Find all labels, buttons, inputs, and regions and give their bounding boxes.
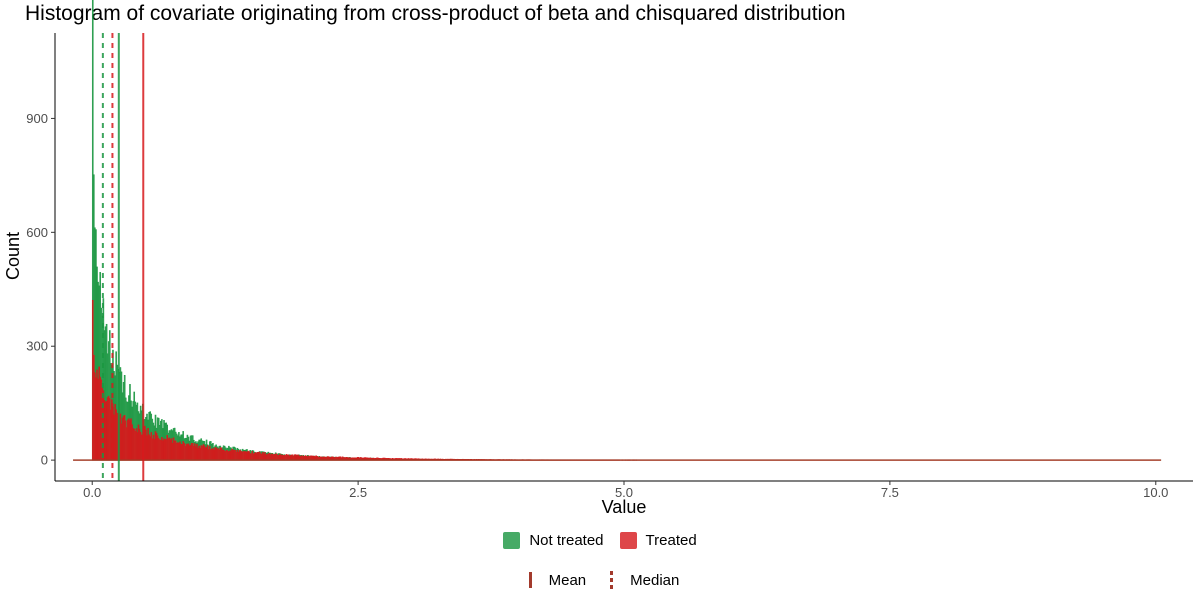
x-tick-label: 10.0 bbox=[1143, 485, 1168, 500]
legend-swatch-not-treated bbox=[503, 532, 521, 549]
x-axis-ticks: 0.0 2.5 5.0 7.5 10.0 bbox=[83, 481, 1168, 500]
legend-label-not-treated: Not treated bbox=[529, 532, 604, 549]
histogram-bars bbox=[91, 0, 638, 461]
legend-swatch-treated bbox=[619, 532, 637, 549]
chart-title: Histogram of covariate originating from … bbox=[25, 2, 846, 25]
legend-item-treated: Treated bbox=[619, 532, 697, 549]
legend-item-mean: Mean bbox=[521, 571, 587, 589]
legend-key-mean bbox=[521, 571, 541, 589]
y-axis-ticks: 0 300 600 900 bbox=[26, 111, 55, 468]
x-axis-title: Value bbox=[602, 497, 647, 517]
legend-label-treated: Treated bbox=[645, 532, 697, 549]
x-tick-label: 7.5 bbox=[881, 485, 899, 500]
legend-label-mean: Mean bbox=[548, 571, 587, 589]
x-tick-label: 0.0 bbox=[83, 485, 101, 500]
x-tick-label: 2.5 bbox=[349, 485, 367, 500]
y-axis-title: Count bbox=[3, 232, 23, 280]
mean-median-lines bbox=[101, 33, 145, 481]
y-tick-label: 300 bbox=[26, 339, 48, 354]
legend-label-median: Median bbox=[630, 571, 680, 589]
legend-item-median: Median bbox=[602, 571, 679, 589]
y-tick-label: 900 bbox=[26, 111, 48, 126]
fill-legend: Not treated Treated bbox=[0, 532, 1200, 549]
linetype-legend: Mean Median bbox=[0, 571, 1200, 589]
x-tick-label: 5.0 bbox=[615, 485, 633, 500]
y-tick-label: 0 bbox=[41, 453, 48, 468]
legend-key-median bbox=[602, 571, 622, 589]
legend-item-not-treated: Not treated bbox=[503, 532, 604, 549]
y-tick-label: 600 bbox=[26, 225, 48, 240]
